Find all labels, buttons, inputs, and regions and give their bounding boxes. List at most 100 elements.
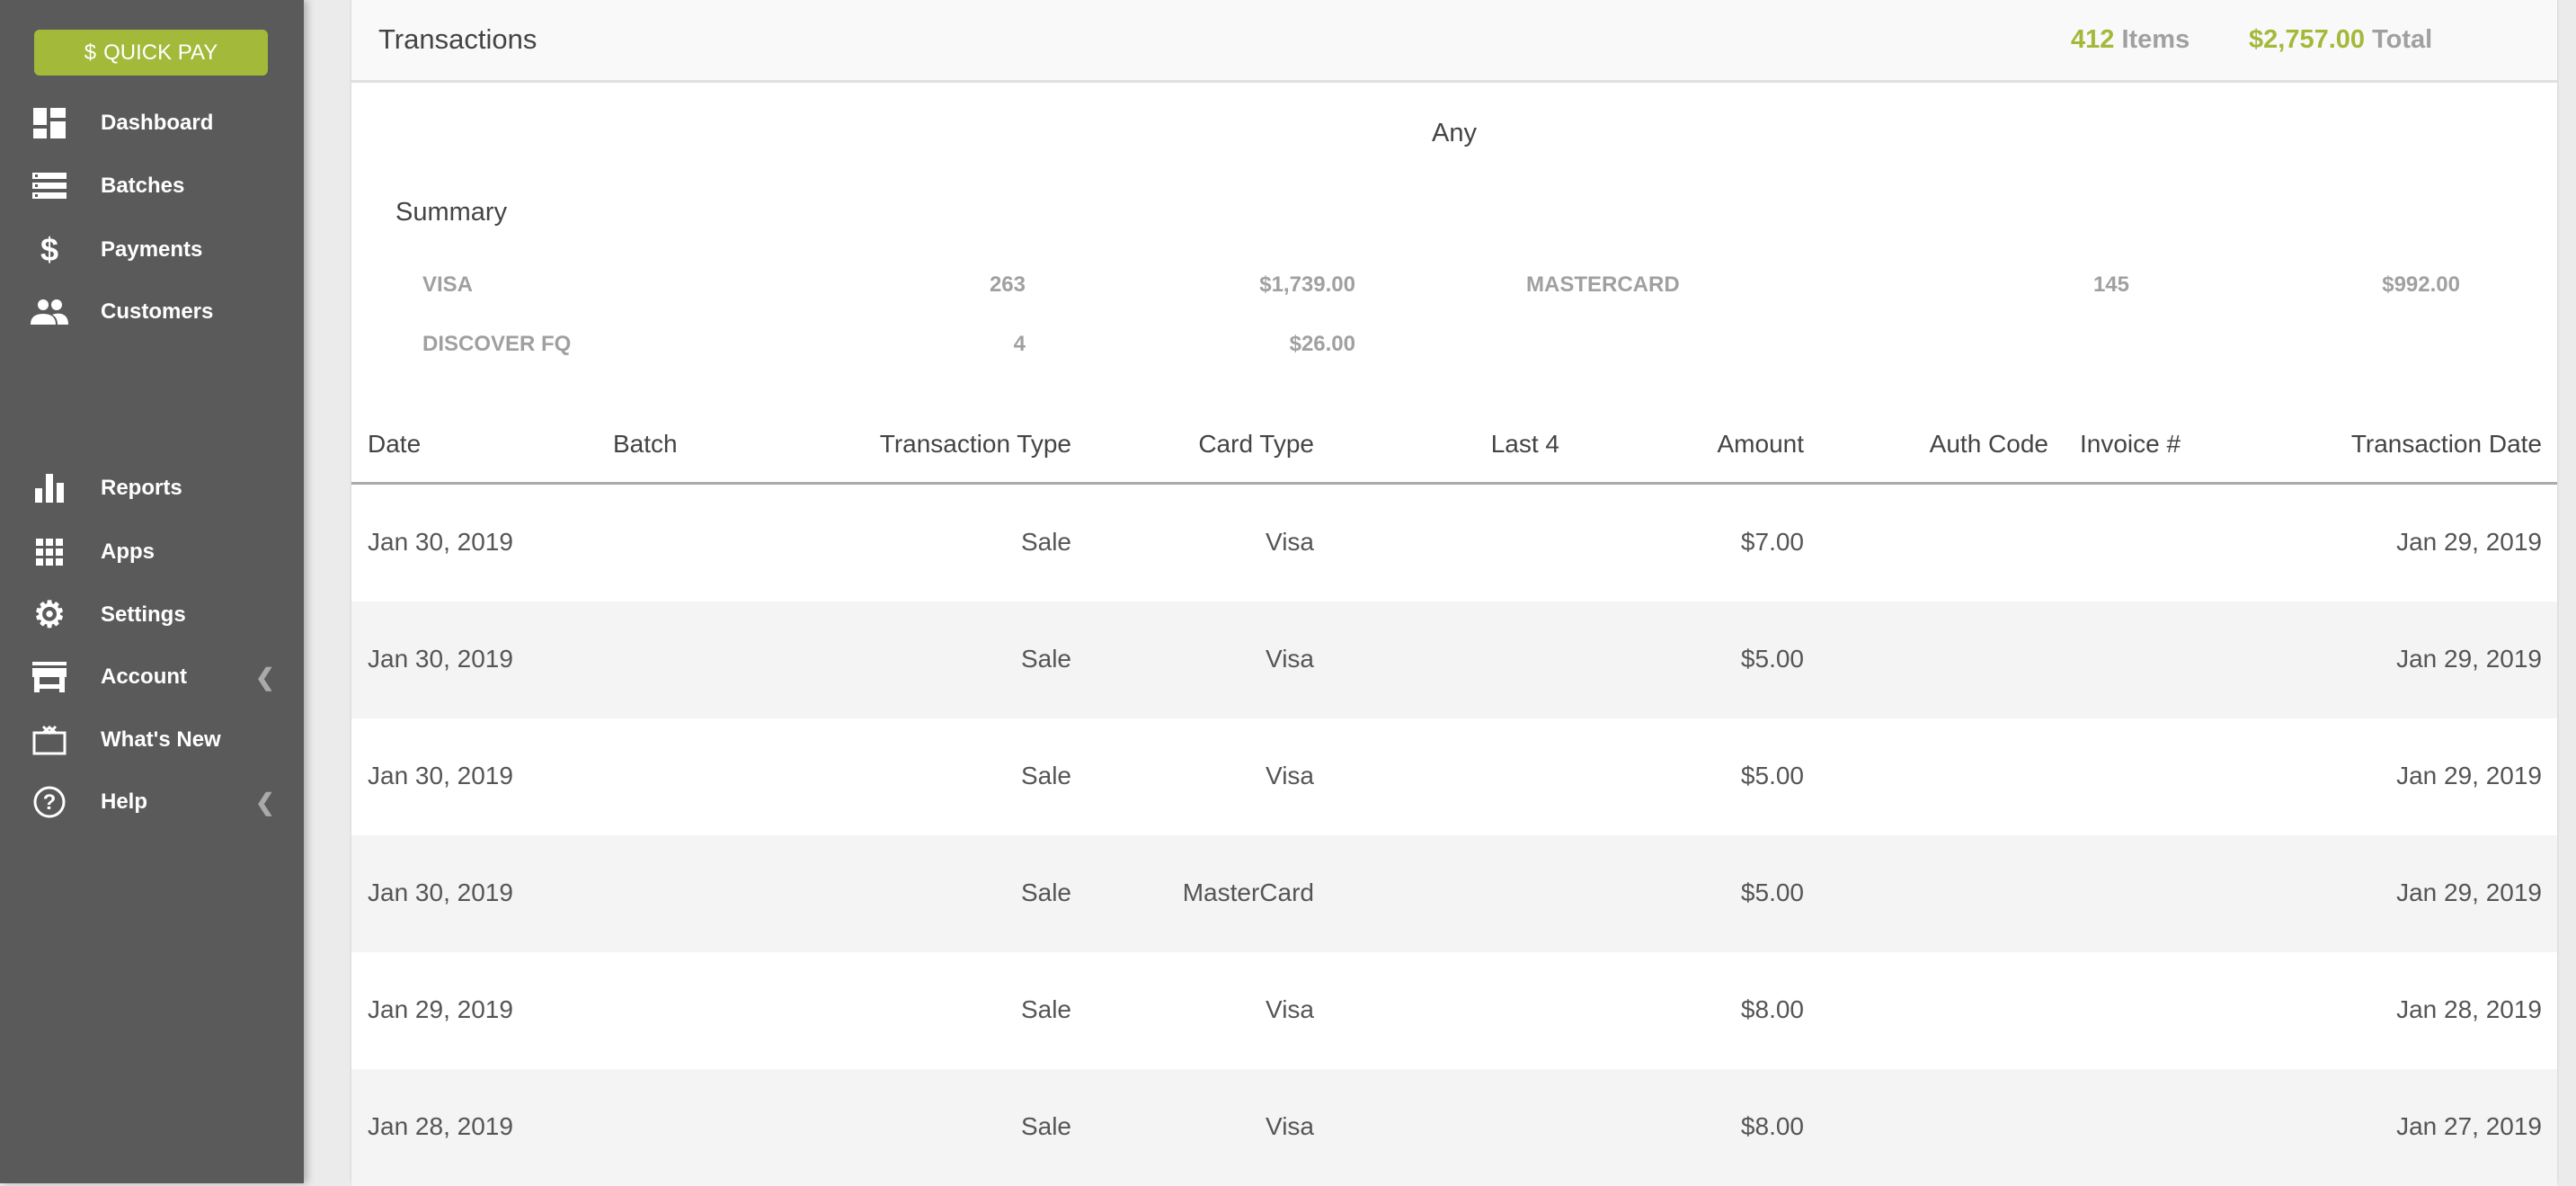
total-amount: $2,757.00 Total bbox=[2249, 25, 2432, 55]
column-header-transaction-date[interactable]: Transaction Date bbox=[2350, 430, 2542, 458]
table-row[interactable]: Jan 30, 2019 Sale Visa $7.00 Jan 29, 2019 bbox=[351, 485, 2557, 602]
sidebar-item-help[interactable]: ? Help ❮ bbox=[0, 775, 304, 829]
cell-date: Jan 29, 2019 bbox=[368, 995, 513, 1023]
cell-card-type: MasterCard bbox=[1182, 878, 1314, 906]
summary-amount: $1,739.00 bbox=[1259, 272, 1355, 297]
help-icon: ? bbox=[31, 783, 68, 821]
table-header: Date Batch Transaction Type Card Type La… bbox=[351, 414, 2557, 485]
column-header-batch[interactable]: Batch bbox=[613, 430, 678, 458]
sidebar-item-label: What's New bbox=[101, 727, 221, 752]
quick-pay-button[interactable]: $ QUICK PAY bbox=[34, 30, 268, 76]
cell-transaction-type: Sale bbox=[1020, 528, 1071, 556]
dashboard-icon bbox=[31, 104, 68, 142]
cell-card-type: Visa bbox=[1266, 995, 1314, 1023]
cell-amount: $5.00 bbox=[1740, 878, 1804, 906]
column-header-card-type[interactable]: Card Type bbox=[1198, 430, 1314, 458]
column-header-transaction-type[interactable]: Transaction Type bbox=[879, 430, 1071, 458]
cell-date: Jan 30, 2019 bbox=[368, 528, 513, 556]
dollar-icon: $ bbox=[84, 40, 97, 65]
cell-transaction-date: Jan 27, 2019 bbox=[2396, 1112, 2542, 1140]
cell-transaction-date: Jan 29, 2019 bbox=[2396, 645, 2542, 673]
bar-chart-icon bbox=[31, 469, 68, 507]
sidebar-item-dashboard[interactable]: Dashboard bbox=[0, 96, 304, 150]
sidebar-item-label: Dashboard bbox=[101, 111, 214, 135]
sidebar: $ QUICK PAY Dashboard Batches $ Payments… bbox=[0, 0, 304, 1183]
cell-transaction-type: Sale bbox=[1020, 645, 1071, 673]
summary-count: 145 bbox=[2092, 272, 2129, 297]
page-title: Transactions bbox=[378, 23, 537, 55]
items-label: Items bbox=[2121, 25, 2190, 54]
cell-amount: $5.00 bbox=[1740, 645, 1804, 673]
sidebar-item-customers[interactable]: Customers bbox=[0, 285, 304, 339]
cell-transaction-type: Sale bbox=[1020, 878, 1071, 906]
table-row[interactable]: Jan 30, 2019 Sale MasterCard $5.00 Jan 29, 2… bbox=[351, 835, 2557, 952]
filter-label: Any bbox=[1432, 119, 1477, 147]
sidebar-item-settings[interactable]: ⚙ Settings bbox=[0, 588, 304, 642]
column-header-last-4[interactable]: Last 4 bbox=[1490, 430, 1559, 458]
sidebar-item-label: Payments bbox=[101, 237, 203, 262]
gift-icon bbox=[31, 721, 68, 759]
sidebar-item-label: Account bbox=[101, 664, 187, 689]
cell-date: Jan 30, 2019 bbox=[368, 645, 513, 673]
cell-transaction-date: Jan 28, 2019 bbox=[2396, 995, 2542, 1023]
sidebar-item-apps[interactable]: Apps bbox=[0, 525, 304, 579]
cell-card-type: Visa bbox=[1266, 528, 1314, 556]
cell-date: Jan 28, 2019 bbox=[368, 1112, 513, 1140]
total-label: Total bbox=[2372, 25, 2433, 54]
summary-title: Summary bbox=[395, 198, 508, 227]
transactions-card: Transactions 412 Items $2,757.00 Total A… bbox=[351, 0, 2557, 1186]
cell-transaction-date: Jan 29, 2019 bbox=[2396, 762, 2542, 789]
summary-amount: $26.00 bbox=[1289, 332, 1355, 356]
sidebar-item-reports[interactable]: Reports bbox=[0, 461, 304, 515]
cell-transaction-date: Jan 29, 2019 bbox=[2396, 528, 2542, 556]
items-count-value: 412 bbox=[2071, 25, 2115, 54]
column-header-amount[interactable]: Amount bbox=[1717, 430, 1805, 458]
table-row[interactable]: Jan 29, 2019 Sale Visa $8.00 Jan 28, 2019 bbox=[351, 952, 2557, 1069]
chevron-left-icon[interactable]: ❮ bbox=[255, 788, 275, 816]
summary-card-name: MASTERCARD bbox=[1526, 272, 1680, 297]
sidebar-item-account[interactable]: Account ❮ bbox=[0, 650, 304, 704]
cell-date: Jan 30, 2019 bbox=[368, 762, 513, 789]
store-icon bbox=[31, 658, 68, 696]
card-header: Transactions 412 Items $2,757.00 Total bbox=[351, 0, 2557, 83]
items-count: 412 Items bbox=[2071, 25, 2190, 55]
people-icon bbox=[31, 293, 68, 331]
column-header-date[interactable]: Date bbox=[368, 430, 422, 458]
cell-transaction-type: Sale bbox=[1020, 762, 1071, 789]
chevron-left-icon[interactable]: ❮ bbox=[255, 663, 275, 691]
summary-amount: $992.00 bbox=[2382, 272, 2460, 297]
column-header-auth-code[interactable]: Auth Code bbox=[1929, 430, 2048, 458]
sidebar-item-label: Help bbox=[101, 789, 148, 814]
cell-amount: $5.00 bbox=[1740, 762, 1804, 789]
gear-icon: ⚙ bbox=[33, 595, 66, 635]
sidebar-item-label: Reports bbox=[101, 476, 182, 500]
total-value: $2,757.00 bbox=[2249, 25, 2366, 54]
sidebar-item-label: Batches bbox=[101, 174, 185, 198]
cell-transaction-date: Jan 29, 2019 bbox=[2396, 878, 2542, 906]
batches-icon bbox=[31, 167, 68, 205]
cell-date: Jan 30, 2019 bbox=[368, 878, 513, 906]
sidebar-item-whats-new[interactable]: What's New bbox=[0, 713, 304, 767]
cell-amount: $7.00 bbox=[1740, 528, 1804, 556]
sidebar-item-payments[interactable]: $ Payments bbox=[0, 223, 304, 277]
table-row[interactable]: Jan 30, 2019 Sale Visa $5.00 Jan 29, 2019 bbox=[351, 718, 2557, 835]
cell-amount: $8.00 bbox=[1740, 1112, 1804, 1140]
cell-amount: $8.00 bbox=[1740, 995, 1804, 1023]
summary-count: 263 bbox=[989, 272, 1026, 297]
summary-card-name: VISA bbox=[422, 272, 474, 297]
cell-transaction-type: Sale bbox=[1020, 1112, 1071, 1140]
sidebar-item-batches[interactable]: Batches bbox=[0, 159, 304, 213]
column-header-invoice[interactable]: Invoice # bbox=[2080, 430, 2181, 458]
summary-count: 4 bbox=[1013, 332, 1026, 356]
svg-text:?: ? bbox=[43, 790, 57, 815]
table-row[interactable]: Jan 28, 2019 Sale Visa $8.00 Jan 27, 2019 bbox=[351, 1069, 2557, 1186]
cell-transaction-type: Sale bbox=[1020, 995, 1071, 1023]
table-row[interactable]: Jan 30, 2019 Sale Visa $5.00 Jan 29, 2019 bbox=[351, 602, 2557, 718]
apps-grid-icon bbox=[31, 533, 68, 571]
sidebar-item-label: Settings bbox=[101, 602, 186, 627]
cell-card-type: Visa bbox=[1266, 645, 1314, 673]
quick-pay-label: QUICK PAY bbox=[103, 40, 218, 65]
summary-card-name: DISCOVER FQ bbox=[422, 332, 572, 356]
cell-card-type: Visa bbox=[1266, 1112, 1314, 1140]
sidebar-item-label: Customers bbox=[101, 299, 214, 324]
